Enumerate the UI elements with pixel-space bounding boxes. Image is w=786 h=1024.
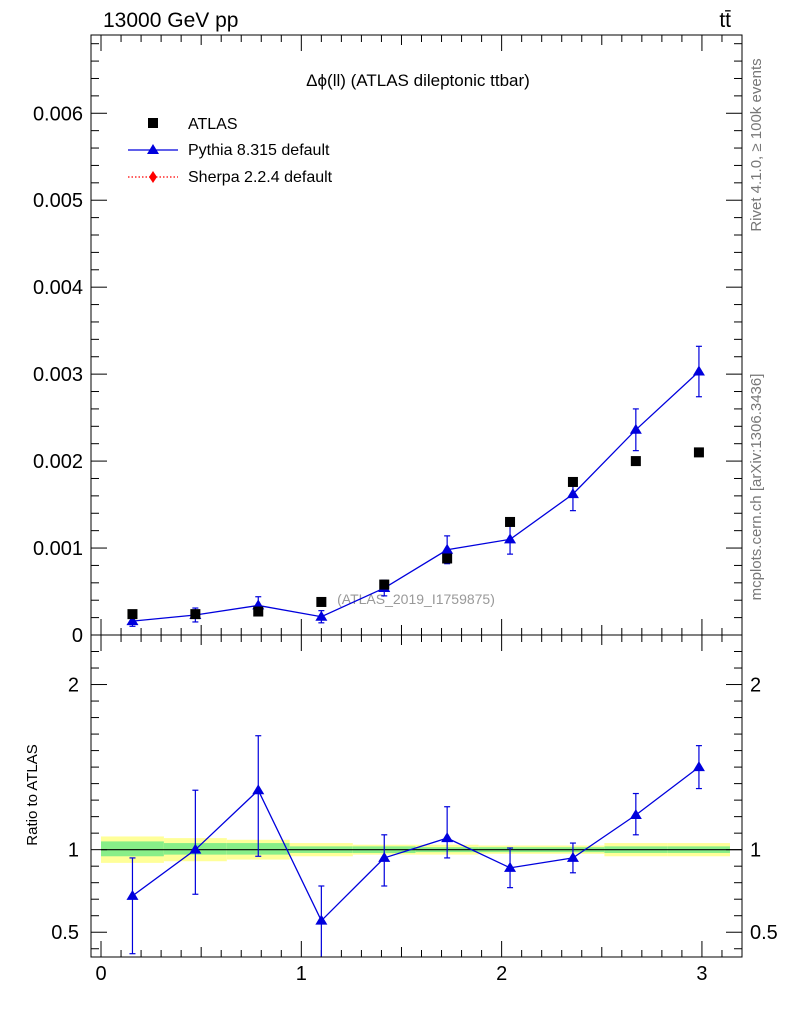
ratio-y-tick-label-left: 2 — [68, 675, 79, 697]
atlas-data-point — [190, 609, 201, 620]
main-axis-ticks: 0 0.001 0.002 0.003 0.004 0.005 0.006 — [33, 35, 742, 647]
pythia-point — [629, 423, 642, 434]
legend-label-pythia: Pythia 8.315 default — [188, 142, 330, 159]
legend-marker-pythia — [147, 144, 159, 154]
ratio-frame — [90, 634, 743, 958]
ratio-panel: 0.5 0.5 1 1 2 2 Ratio to ATLAS — [24, 634, 778, 958]
chart-title: Δϕ(ll) (ATLAS dileptonic ttbar) — [306, 71, 530, 90]
atlas-data-point — [693, 447, 704, 458]
x-tick-label: 0 — [95, 963, 106, 985]
ratio-pythia-point — [441, 832, 454, 843]
y-tick-label: 0 — [72, 625, 83, 647]
legend-label-atlas: ATLAS — [188, 116, 238, 133]
ratio-pythia-point — [126, 889, 139, 900]
ratio-pythia-point — [629, 808, 642, 819]
x-tick-label: 2 — [496, 963, 507, 985]
atlas-data-point — [379, 579, 390, 590]
legend-label-sherpa: Sherpa 2.2.4 default — [188, 169, 333, 186]
ratio-y-tick-label-left: 1 — [68, 840, 79, 862]
ratio-y-tick-label-left: 0.5 — [51, 922, 79, 944]
x-tick-label: 3 — [696, 963, 707, 985]
y-tick-label: 0.006 — [33, 103, 83, 125]
ratio-y-tick-label-right: 0.5 — [750, 922, 778, 944]
legend: ATLAS Pythia 8.315 default Sherpa 2.2.4 … — [128, 116, 333, 186]
ratio-pythia-point — [189, 843, 202, 854]
mcplots-label: mcplots.cern.ch [arXiv:1306.3436] — [748, 374, 765, 601]
ratio-pythia-point — [566, 851, 579, 862]
atlas-data-point — [253, 606, 264, 617]
ratio-pythia-line — [132, 766, 700, 922]
legend-marker-sherpa — [149, 171, 157, 183]
atlas-data-point — [442, 553, 453, 564]
ratio-pythia-point — [378, 851, 391, 862]
pythia-point — [504, 533, 517, 544]
y-tick-label: 0.003 — [33, 364, 83, 386]
main-data-layer — [126, 345, 705, 627]
pythia-point — [315, 610, 328, 621]
ratio-y-tick-label-right: 2 — [750, 675, 761, 697]
ratio-y-tick-label-right: 1 — [750, 840, 761, 862]
x-axis-labels: 0 1 2 3 — [95, 963, 707, 985]
main-panel: Δϕ(ll) (ATLAS dileptonic ttbar) (ATLAS_2… — [33, 34, 743, 647]
legend-entry-pythia: Pythia 8.315 default — [128, 142, 330, 159]
y-tick-label: 0.001 — [33, 538, 83, 560]
y-tick-label: 0.004 — [33, 277, 83, 299]
x-tick-label: 1 — [296, 963, 307, 985]
y-tick-label: 0.005 — [33, 190, 83, 212]
pythia-point — [441, 543, 454, 554]
pythia-point — [692, 365, 705, 376]
ratio-ylabel: Ratio to ATLAS — [24, 744, 41, 845]
atlas-data-point — [567, 476, 578, 487]
ratio-data-layer — [126, 735, 705, 957]
atlas-data-point — [630, 456, 641, 467]
legend-entry-sherpa: Sherpa 2.2.4 default — [128, 169, 333, 186]
atlas-data-point — [316, 596, 327, 607]
atlas-data-point — [505, 516, 516, 527]
ratio-band-inner — [101, 841, 164, 857]
energy-label: 13000 GeV pp — [103, 9, 238, 32]
legend-entry-atlas: ATLAS — [148, 116, 238, 133]
pythia-series-line — [132, 371, 700, 622]
pythia-point — [566, 488, 579, 499]
pythia-point — [126, 615, 139, 626]
ratio-pythia-point — [692, 761, 705, 772]
ratio-pythia-point — [504, 861, 517, 872]
ratio-axis-ticks: 0.5 0.5 1 1 2 2 — [51, 635, 778, 957]
ratio-pythia-point — [315, 914, 328, 925]
y-tick-label: 0.002 — [33, 451, 83, 473]
analysis-watermark: (ATLAS_2019_I1759875) — [337, 591, 495, 607]
legend-marker-atlas — [148, 118, 158, 128]
atlas-data-point — [127, 609, 138, 620]
rivet-label: Rivet 4.1.0, ≥ 100k events — [748, 58, 765, 231]
process-label: tt̄ — [719, 9, 731, 32]
ratio-pythia-point — [252, 784, 265, 795]
